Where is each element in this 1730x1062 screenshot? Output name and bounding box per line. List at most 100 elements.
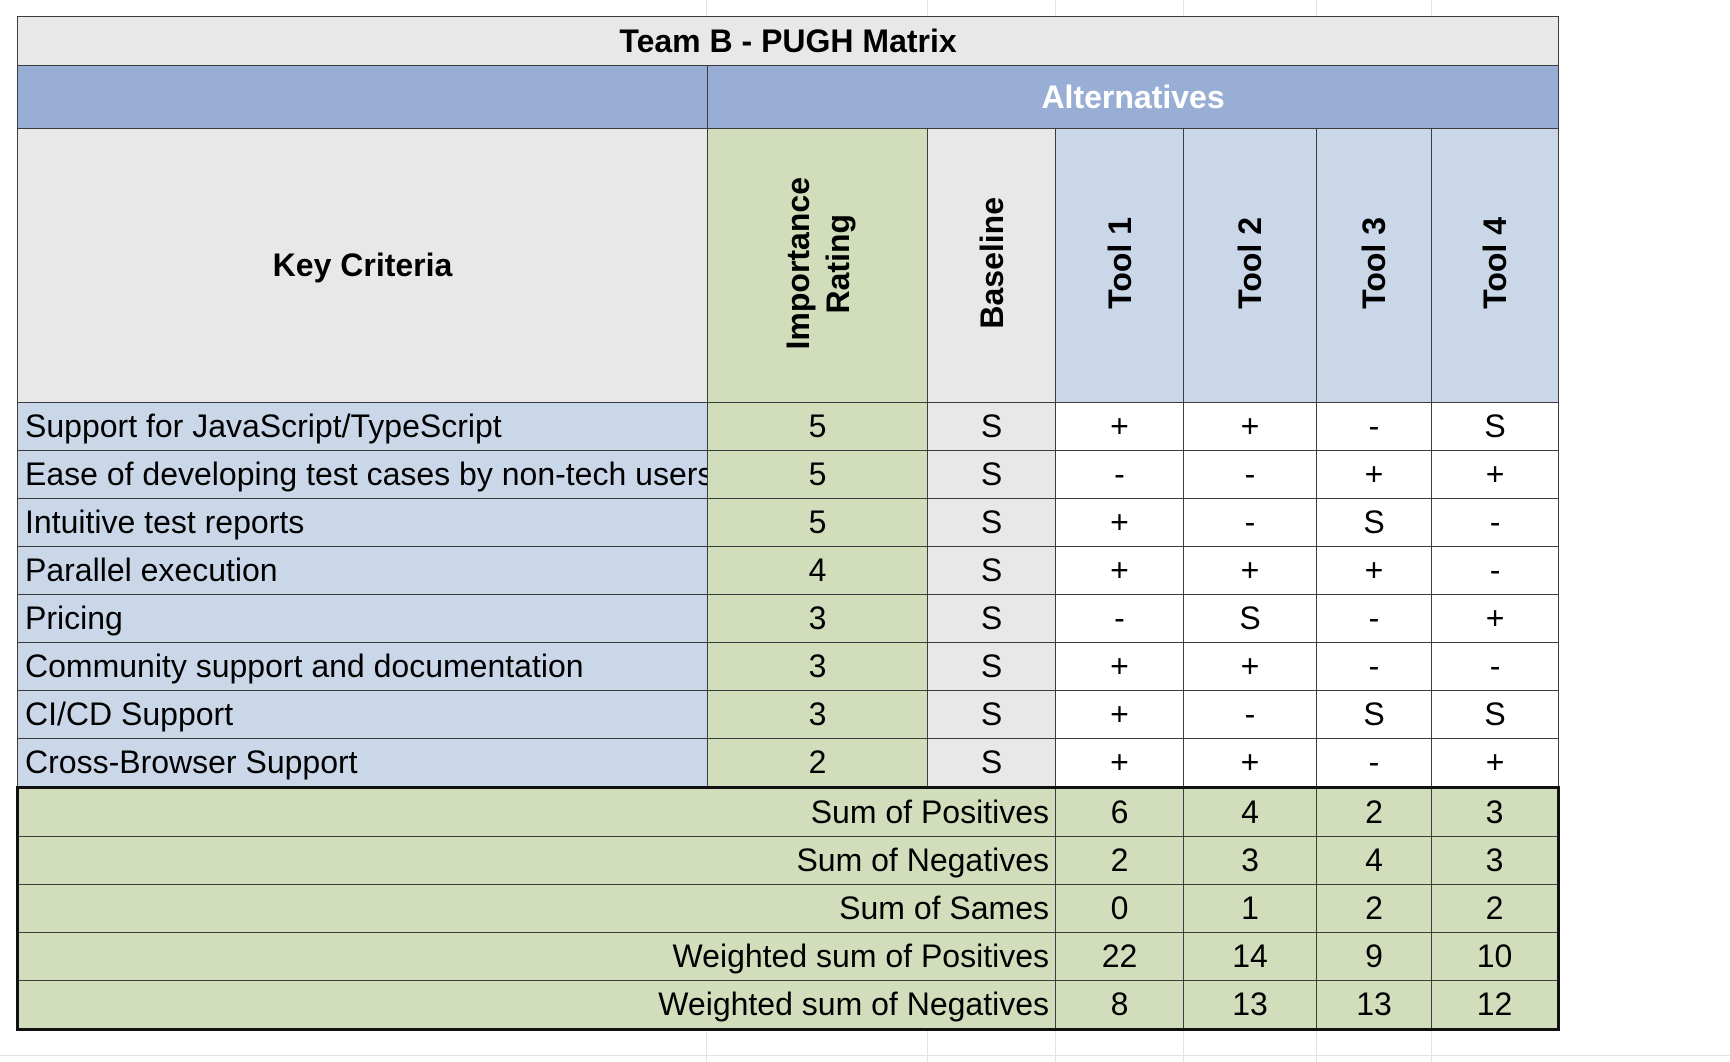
tool-1-score: - (1055, 450, 1184, 499)
baseline-value: S (927, 498, 1056, 547)
baseline-value: S (927, 402, 1056, 451)
tool-1-label: Tool 1 (1101, 217, 1138, 309)
tool-4-score: - (1430, 498, 1560, 547)
criteria-row: Parallel execution 4 S + + + - (17, 546, 1560, 595)
tool-2-summary-value: 3 (1183, 836, 1317, 885)
baseline-label: Baseline (973, 197, 1010, 329)
tool-4-summary-value: 12 (1430, 980, 1561, 1031)
column-header-row: Key Criteria Importance Rating Baseline T… (17, 128, 1560, 403)
summary-row: Weighted sum of Positives 22 14 9 10 (16, 932, 1561, 981)
alternatives-label: Alternatives (706, 65, 1560, 129)
tool-2-header: Tool 2 (1183, 128, 1317, 403)
criteria-name: Intuitive test reports (17, 498, 708, 547)
tool-1-score: + (1055, 690, 1184, 739)
tool-4-score: S (1430, 690, 1560, 739)
tool-2-score: + (1183, 546, 1317, 595)
tool-1-score: + (1055, 642, 1184, 691)
importance-value: 4 (707, 546, 928, 595)
tool-4-summary-value: 3 (1430, 836, 1561, 885)
baseline-value: S (927, 450, 1056, 499)
baseline-value: S (927, 690, 1056, 739)
tool-1-summary-value: 6 (1055, 786, 1184, 837)
tool-4-score: + (1430, 738, 1560, 788)
tool-4-score: - (1430, 546, 1560, 595)
criteria-name: Cross-Browser Support (17, 738, 708, 788)
criteria-name: CI/CD Support (17, 690, 708, 739)
tool-1-summary-value: 2 (1055, 836, 1184, 885)
importance-value: 3 (707, 690, 928, 739)
criteria-name: Pricing (17, 594, 708, 643)
importance-value: 2 (707, 738, 928, 788)
tool-2-summary-value: 4 (1183, 786, 1317, 837)
tool-1-score: + (1055, 402, 1184, 451)
criteria-name: Parallel execution (17, 546, 708, 595)
tool-2-score: + (1183, 402, 1317, 451)
summary-row: Sum of Sames 0 1 2 2 (16, 884, 1561, 933)
criteria-row: Support for JavaScript/TypeScript 5 S + + - S (17, 402, 1560, 451)
importance-value: 5 (707, 450, 928, 499)
summary-row: Sum of Negatives 2 3 4 3 (16, 836, 1561, 885)
tool-4-score: + (1430, 450, 1560, 499)
tool-3-summary-value: 2 (1316, 786, 1432, 837)
tool-2-summary-value: 14 (1183, 932, 1317, 981)
importance-label-line-2: Rating (819, 213, 856, 313)
tool-1-score: + (1055, 738, 1184, 788)
baseline-header: Baseline (927, 128, 1056, 403)
criteria-row: CI/CD Support 3 S + - S S (17, 690, 1560, 739)
tool-3-score: S (1316, 690, 1432, 739)
alternatives-band-left (17, 65, 708, 129)
summary-row: Sum of Positives 6 4 2 3 (16, 786, 1561, 837)
importance-label-line-1: Importance (779, 176, 816, 350)
tool-1-score: - (1055, 594, 1184, 643)
tool-4-summary-value: 10 (1430, 932, 1561, 981)
tool-2-score: - (1183, 498, 1317, 547)
tool-2-score: - (1183, 690, 1317, 739)
tool-1-score: + (1055, 546, 1184, 595)
criteria-name: Community support and documentation (17, 642, 708, 691)
criteria-row: Intuitive test reports 5 S + - S - (17, 498, 1560, 547)
criteria-row: Pricing 3 S - S - + (17, 594, 1560, 643)
baseline-value: S (927, 642, 1056, 691)
tool-3-header: Tool 3 (1316, 128, 1432, 403)
tool-4-score: - (1430, 642, 1560, 691)
tool-1-header: Tool 1 (1055, 128, 1184, 403)
tool-2-summary-value: 1 (1183, 884, 1317, 933)
criteria-name: Ease of developing test cases by non-tec… (17, 450, 708, 499)
tool-3-score: S (1316, 498, 1432, 547)
tool-3-summary-value: 4 (1316, 836, 1432, 885)
tool-3-summary-value: 13 (1316, 980, 1432, 1031)
summary-label: Sum of Sames (16, 884, 1056, 933)
tool-2-summary-value: 13 (1183, 980, 1317, 1031)
criteria-row: Cross-Browser Support 2 S + + - + (17, 738, 1560, 788)
alternatives-row: Alternatives (17, 65, 1560, 129)
importance-rating-label: Importance Rating (778, 177, 858, 349)
tool-3-summary-value: 9 (1316, 932, 1432, 981)
tool-4-summary-value: 3 (1430, 786, 1561, 837)
summary-row: Weighted sum of Negatives 8 13 13 12 (16, 980, 1561, 1031)
tool-4-score: + (1430, 594, 1560, 643)
summary-label: Sum of Negatives (16, 836, 1056, 885)
summary-label: Weighted sum of Negatives (16, 980, 1056, 1031)
tool-1-score: + (1055, 498, 1184, 547)
tool-2-score: S (1183, 594, 1317, 643)
tool-2-score: + (1183, 642, 1317, 691)
baseline-value: S (927, 546, 1056, 595)
tool-3-label: Tool 3 (1356, 217, 1392, 309)
tool-2-score: - (1183, 450, 1317, 499)
tool-4-header: Tool 4 (1430, 128, 1560, 403)
title-row: Team B - PUGH Matrix (16, 16, 1560, 66)
tool-3-summary-value: 2 (1316, 884, 1432, 933)
tool-4-summary-value: 2 (1430, 884, 1561, 933)
summary-label: Weighted sum of Positives (16, 932, 1056, 981)
baseline-value: S (927, 594, 1056, 643)
tool-3-score: + (1316, 546, 1432, 595)
criteria-row: Community support and documentation 3 S + + -… (17, 642, 1560, 691)
tool-1-summary-value: 0 (1055, 884, 1184, 933)
key-criteria-header: Key Criteria (17, 128, 708, 403)
tool-2-label: Tool 2 (1232, 217, 1268, 309)
tool-3-score: - (1316, 402, 1432, 451)
importance-rating-header: Importance Rating (707, 128, 928, 403)
tool-1-summary-value: 8 (1055, 980, 1184, 1031)
tool-4-score: S (1430, 402, 1560, 451)
baseline-value: S (927, 738, 1056, 788)
